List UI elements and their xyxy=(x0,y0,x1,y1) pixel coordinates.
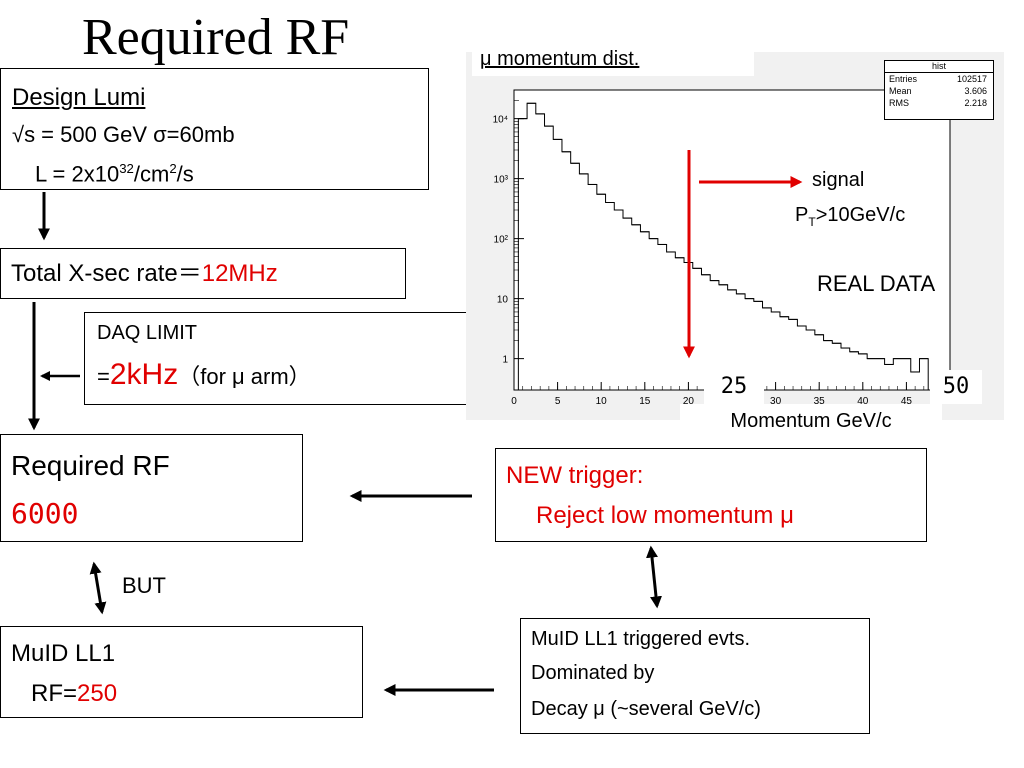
xsec-rate-value: 12MHz xyxy=(201,260,278,287)
y-tick-label: 10⁴ xyxy=(493,115,508,126)
but-label: BUT xyxy=(122,573,166,598)
real-data-label: REAL DATA xyxy=(817,271,936,296)
muid-ll1-label: MuID LL1 xyxy=(11,640,116,667)
new-trigger-box: NEW trigger: Reject low momentum μ xyxy=(495,448,927,542)
x-tick-label: 20 xyxy=(683,396,695,407)
required-rf-box: Required RF 6000 xyxy=(0,434,303,542)
muid-ll1-box: MuID LL1 RF=250 xyxy=(0,626,363,718)
daq-limit-heading: DAQ LIMIT xyxy=(97,322,198,344)
daq-limit-suffix: （for μ arm） xyxy=(178,364,311,389)
x-tick-label: 0 xyxy=(511,396,517,407)
new-trigger-description: Reject low momentum μ xyxy=(536,502,794,529)
daq-limit-value: 2kHz xyxy=(109,358,179,391)
y-tick-label: 10 xyxy=(497,295,509,306)
plot-caption-box: μ momentum dist. xyxy=(472,44,754,76)
stats-row: Mean 3.606 xyxy=(885,85,993,97)
x-tick-label: 30 xyxy=(770,396,782,407)
lumi-exp1: 32 xyxy=(119,161,134,176)
stats-mean-value: 3.606 xyxy=(964,86,987,96)
required-rf-label: Required RF xyxy=(11,450,170,481)
lumi-prefix: L = 2x10 xyxy=(35,161,120,187)
stats-entries-value: 102517 xyxy=(956,74,987,84)
plot-xlabel: Momentum GeV/c xyxy=(680,404,942,438)
y-tick-label: 10² xyxy=(494,235,509,246)
triggered-events-box: MuID LL1 triggered evts. Dominated by De… xyxy=(520,618,870,734)
x-tick-label: 5 xyxy=(555,396,561,407)
new-trigger-heading: NEW trigger: xyxy=(506,462,644,489)
daq-limit-value-line: =2kHz（for μ arm） xyxy=(97,358,311,391)
design-lumi-box: Design Lumi √s = 500 GeV σ=60mb L = 2x10… xyxy=(0,68,429,190)
stats-title: hist xyxy=(885,61,993,73)
stats-mean-key: Mean xyxy=(889,86,912,96)
arrow-new-trigger-triggered-double xyxy=(646,545,662,609)
xsec-rate-text: Total X-sec rate＝12MHz xyxy=(11,259,278,289)
x-tick-label: 40 xyxy=(857,396,869,407)
stats-row: RMS 2.218 xyxy=(885,97,993,109)
stats-entries-key: Entries xyxy=(889,74,918,84)
stats-box: hist Entries 102517 Mean 3.606 RMS 2.218 xyxy=(884,60,994,120)
pt-cut-label: PT>10GeV/c xyxy=(795,203,905,235)
x-tick-label: 45 xyxy=(901,396,913,407)
x-tick-label: 10 xyxy=(596,396,608,407)
stats-rms-key: RMS xyxy=(889,98,909,108)
muid-rf-value: 250 xyxy=(77,680,118,707)
marker-25: 25 xyxy=(704,370,764,404)
lumi-suffix: /s xyxy=(176,161,194,187)
daq-limit-box: DAQ LIMIT =2kHz（for μ arm） xyxy=(84,312,513,405)
y-tick-label: 10³ xyxy=(494,175,509,186)
stats-rms-value: 2.218 xyxy=(964,98,987,108)
y-tick-label: 1 xyxy=(502,355,508,366)
xsec-rate-box: Total X-sec rate＝12MHz xyxy=(0,248,406,299)
triggered-events-line2: Dominated by xyxy=(531,662,655,684)
momentum-plot-panel: 0 5 10 15 20 25 30 35 40 45 50 1 10 10² 10³ 10⁴ xyxy=(466,52,1004,420)
design-lumi-luminosity: L = 2x1032/cm2/s xyxy=(35,155,194,188)
lumi-exp2: 2 xyxy=(169,161,177,176)
design-lumi-energy: √s = 500 GeV σ=60mb xyxy=(12,122,235,147)
lumi-mid: /cm xyxy=(133,161,170,187)
muid-rf-prefix: RF= xyxy=(31,680,78,707)
pt-suffix: >10GeV/c xyxy=(815,204,906,226)
slide-title: Required RF xyxy=(82,9,350,66)
pt-prefix: P xyxy=(795,204,809,226)
plot-caption: μ momentum dist. xyxy=(480,48,640,70)
arrow-required-muid-double xyxy=(89,561,107,615)
signal-label: signal xyxy=(812,169,865,191)
plot-frame xyxy=(513,89,951,391)
momentum-histogram: 0510152025303540455011010²10³10⁴ xyxy=(493,89,956,407)
muid-ll1-rf: RF=250 xyxy=(31,679,117,709)
xsec-rate-label: Total X-sec rate＝ xyxy=(11,260,202,287)
pt-sub: T xyxy=(808,215,816,229)
triggered-events-line3: Decay μ (~several GeV/c) xyxy=(531,698,761,720)
x-tick-label: 15 xyxy=(639,396,651,407)
marker-50: 50 xyxy=(930,370,982,404)
daq-limit-prefix: = xyxy=(97,364,110,389)
triggered-events-line1: MuID LL1 triggered evts. xyxy=(531,628,750,650)
design-lumi-heading: Design Lumi xyxy=(12,84,146,111)
stats-row: Entries 102517 xyxy=(885,73,993,85)
required-rf-value: 6000 xyxy=(11,497,79,530)
x-tick-label: 35 xyxy=(814,396,826,407)
